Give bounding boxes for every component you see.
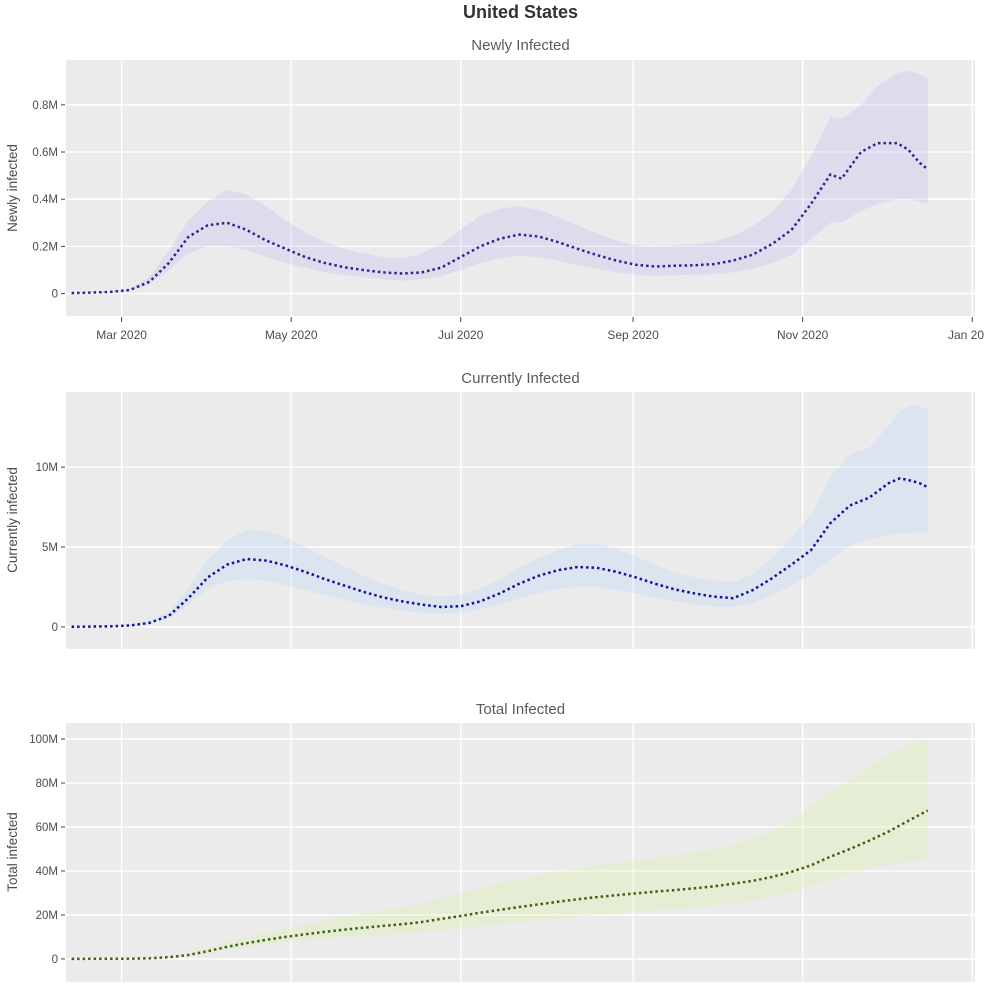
currently-plot-area xyxy=(66,392,975,649)
newly-median-line xyxy=(71,141,929,295)
newly-uncertainty-band xyxy=(71,70,928,294)
y-tick-label: 80M xyxy=(36,778,58,790)
y-tick-label: 0.2M xyxy=(32,241,58,253)
y-tick-label: 10M xyxy=(36,462,58,474)
chart-title-currently-infected: Currently Infected xyxy=(461,370,580,387)
y-tick-label: 100M xyxy=(29,734,58,746)
y-axis-title-total-infected: Total infected xyxy=(5,812,20,892)
chart-title-total-infected: Total Infected xyxy=(475,701,566,718)
y-tick-label: 20M xyxy=(36,910,58,922)
x-tick-label: Sep 2020 xyxy=(607,328,659,342)
total-plot-area xyxy=(66,723,975,982)
chart-title-newly-infected: Newly Infected xyxy=(471,37,570,54)
currently-median-line xyxy=(71,477,929,629)
y-tick-label: 0.4M xyxy=(32,194,58,206)
y-tick-label: 40M xyxy=(36,866,58,878)
y-tick-label: 0 xyxy=(52,289,58,301)
y-tick-label: 0 xyxy=(52,622,58,634)
y-axis-title-newly-infected: Newly infected xyxy=(5,144,20,232)
newly-plot-area xyxy=(66,60,975,316)
total-uncertainty-band xyxy=(71,739,928,959)
page-title: United States xyxy=(462,2,579,22)
x-tick-label: May 2020 xyxy=(265,328,318,342)
y-tick-label: 60M xyxy=(36,822,58,834)
y-tick-label: 0.8M xyxy=(32,100,58,112)
y-tick-label: 0 xyxy=(52,954,58,966)
currently-uncertainty-band xyxy=(71,404,928,627)
x-tick-label: Jul 2020 xyxy=(438,328,484,342)
y-tick-label: 5M xyxy=(42,542,58,554)
y-axis-title-currently-infected: Currently infected xyxy=(5,467,20,573)
x-tick-label: Nov 2020 xyxy=(777,328,829,342)
total-median-line xyxy=(71,809,929,961)
x-tick-label: Mar 2020 xyxy=(96,328,147,342)
x-tick-label: Jan 20 xyxy=(948,328,984,342)
y-tick-label: 0.6M xyxy=(32,147,58,159)
